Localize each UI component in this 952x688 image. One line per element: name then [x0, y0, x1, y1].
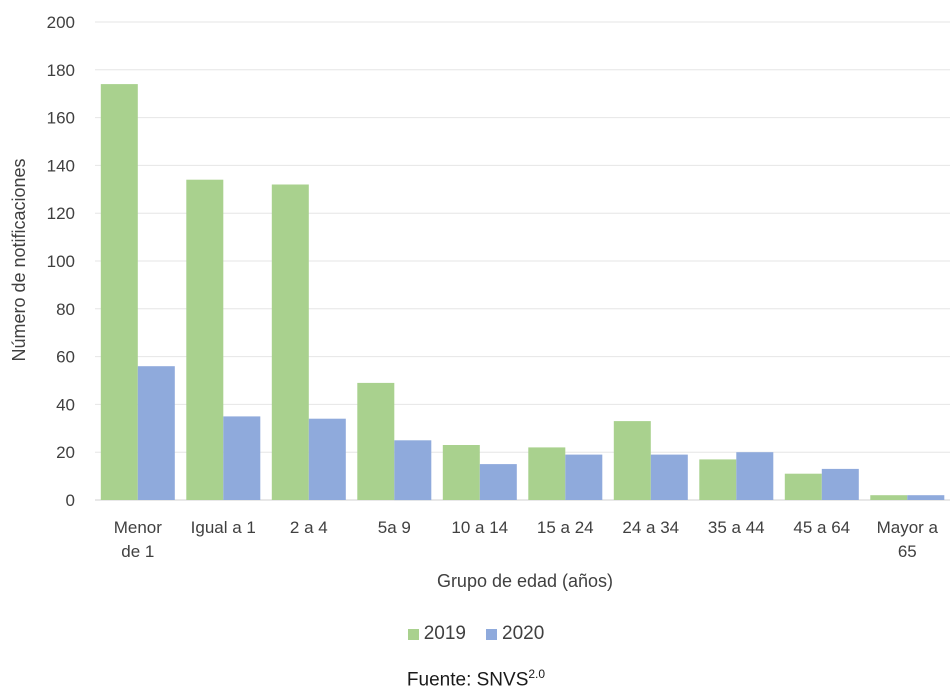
x-tick-label: 35 a 44 — [708, 518, 765, 537]
y-tick-label: 200 — [47, 13, 75, 32]
bar-2019 — [100, 84, 138, 500]
y-axis-title: Número de notificaciones — [9, 158, 29, 361]
legend-swatch-2019 — [407, 628, 419, 640]
y-tick-label: 100 — [47, 252, 75, 271]
legend-item-2020: 2020 — [486, 623, 544, 645]
bar-2019 — [613, 421, 651, 500]
bar-2019 — [271, 184, 309, 500]
x-tick-label: 24 a 34 — [622, 518, 679, 537]
source-superscript: 2.0 — [528, 667, 546, 681]
legend: 2019 2020 — [0, 623, 952, 645]
bar-2020 — [907, 495, 945, 500]
y-tick-label: 20 — [56, 443, 75, 462]
bar-2019 — [357, 382, 395, 500]
bar-2020 — [479, 464, 517, 500]
bar-2020 — [736, 452, 774, 500]
bar-2020 — [137, 366, 175, 500]
bar-2020 — [394, 440, 432, 501]
x-tick-label: 15 a 24 — [537, 518, 594, 537]
legend-label-2019: 2019 — [423, 623, 466, 644]
bar-2020 — [565, 454, 603, 500]
x-tick-labels: Menor de 1 Igual a 1 2 a 4 5a 9 10 a 14 15 a 2… — [114, 518, 939, 561]
y-tick-label: 160 — [47, 109, 75, 128]
y-tick-label: 180 — [47, 61, 75, 80]
y-tick-labels: 0 20 40 60 80 100 120 140 160 180 200 — [47, 13, 75, 510]
y-tick-label: 120 — [47, 204, 75, 223]
source-label: Fuente: SNVS — [406, 669, 529, 688]
y-tick-label: 0 — [66, 491, 75, 510]
bar-2019 — [784, 473, 822, 500]
y-tick-label: 40 — [56, 395, 75, 414]
x-tick-label: 5a 9 — [378, 518, 411, 537]
bar-2019 — [699, 459, 737, 500]
bar-2020 — [821, 468, 859, 500]
y-tick-label: 140 — [47, 156, 75, 175]
bar-2020 — [650, 454, 688, 500]
bar-2019 — [442, 445, 480, 500]
y-tick-label: 60 — [56, 348, 75, 367]
bar-2020 — [223, 416, 261, 500]
bar-2019 — [528, 447, 566, 500]
bars — [100, 84, 945, 501]
x-tick-label: Mayor a 65 — [877, 518, 939, 561]
x-tick-label: 45 a 64 — [793, 518, 850, 537]
legend-item-2019: 2019 — [407, 623, 466, 645]
x-axis-title: Grupo de edad (años) — [437, 571, 613, 591]
x-tick-label: 2 a 4 — [290, 518, 328, 537]
x-tick-label: Igual a 1 — [191, 518, 256, 537]
bar-2020 — [308, 418, 346, 500]
bar-2019 — [186, 179, 224, 500]
legend-swatch-2020 — [486, 628, 497, 640]
x-tick-label: Menor de 1 — [114, 518, 163, 561]
legend-label-2020: 2020 — [502, 623, 545, 644]
y-tick-label: 80 — [56, 300, 75, 319]
x-tick-label: 10 a 14 — [451, 518, 508, 537]
bar-2019 — [870, 495, 908, 500]
source-note: Fuente: SNVS2.0 — [0, 667, 952, 688]
